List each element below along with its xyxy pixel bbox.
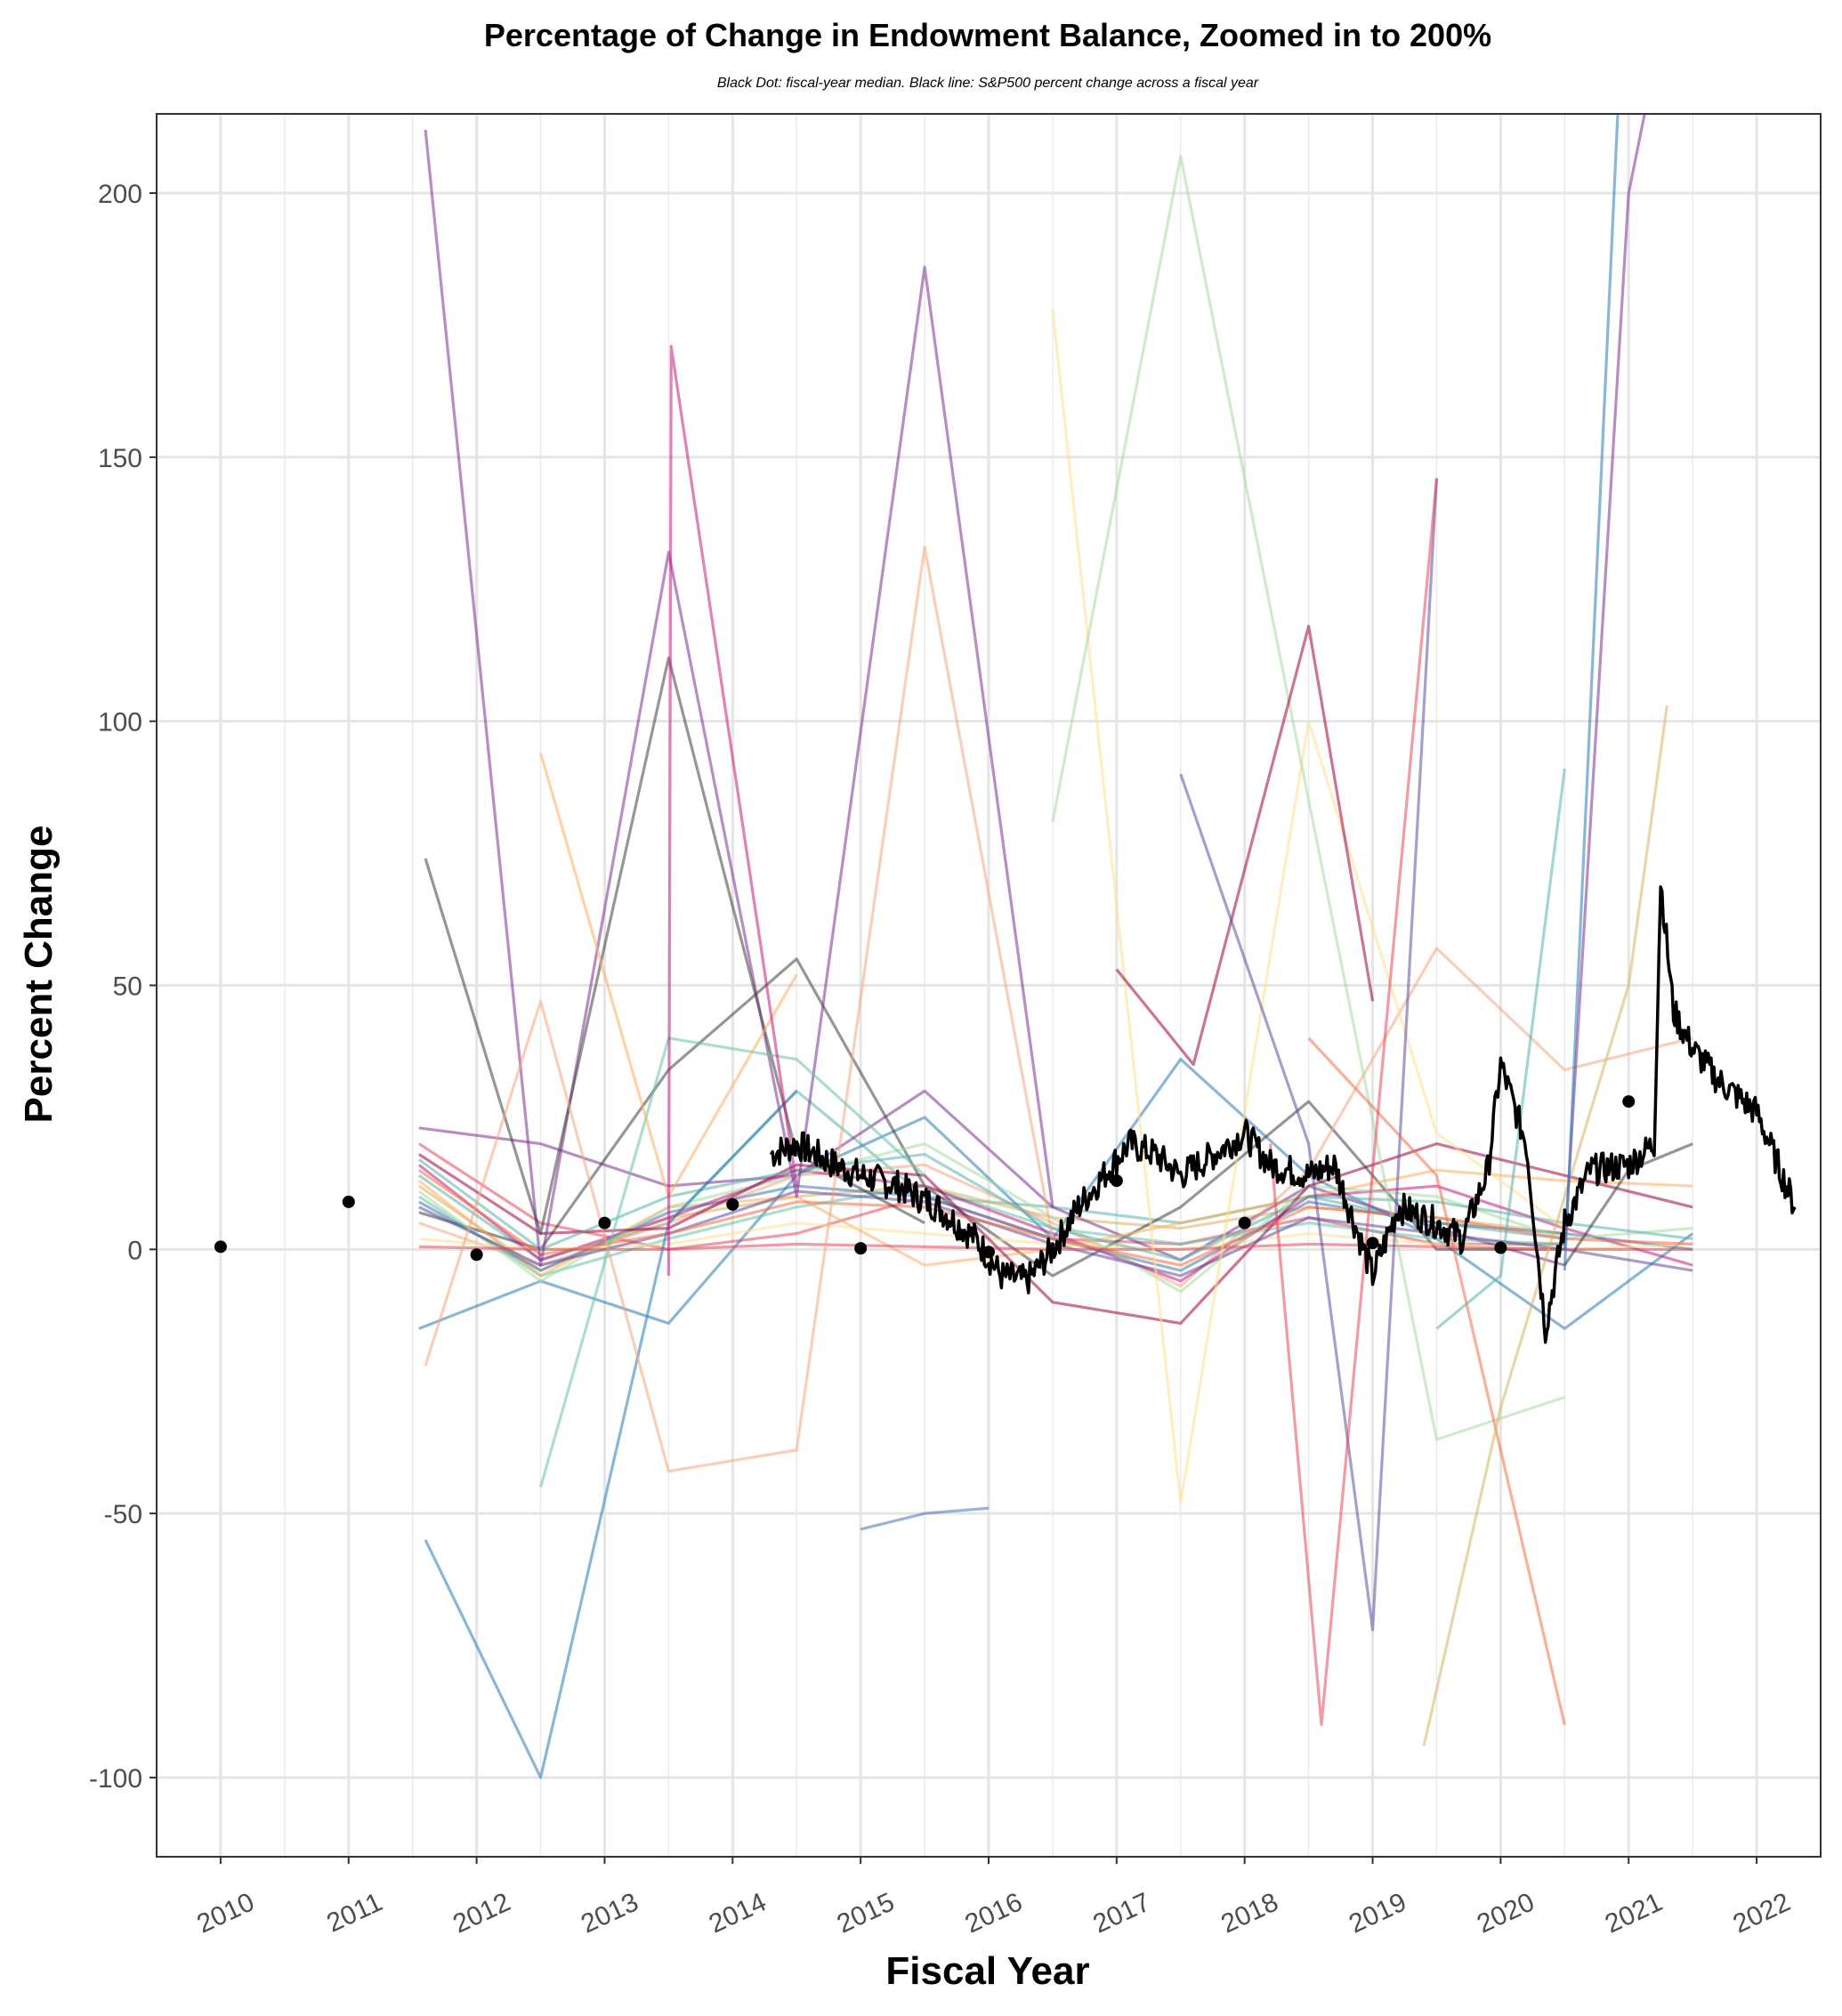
- school-spike-line: [1179, 478, 1439, 1632]
- y-axis-title: Percent Change: [17, 826, 61, 1124]
- y-tick-label: -50: [104, 1500, 142, 1529]
- x-tick-label: 2021: [1601, 1887, 1667, 1939]
- school-spike-line: [1422, 705, 1668, 1746]
- x-tick-label: 2016: [961, 1887, 1027, 1939]
- data-layer: [214, 114, 1797, 1779]
- school-spike-line: [1563, 114, 1646, 1250]
- school-spike-line: [1115, 625, 1375, 1067]
- x-tick-label: 2013: [577, 1887, 642, 1939]
- school-spike-line: [1563, 114, 1620, 1271]
- sp500-line: [769, 885, 1797, 1344]
- median-point: [470, 1248, 483, 1262]
- median-point: [1622, 1095, 1636, 1109]
- x-tick-label: 2012: [448, 1887, 514, 1939]
- y-tick-label: 100: [98, 708, 142, 738]
- school-series-line: [417, 1141, 1693, 1294]
- school-spike-line: [1051, 309, 1566, 1504]
- school-spike-line: [424, 545, 1054, 1473]
- x-tick-label: 2018: [1216, 1887, 1282, 1939]
- median-point: [1494, 1241, 1507, 1254]
- school-spike-line: [1268, 478, 1439, 1727]
- median-point: [854, 1242, 868, 1255]
- x-tick-label: 2017: [1088, 1887, 1154, 1939]
- school-spike-line: [538, 1036, 926, 1488]
- school-series-line: [418, 1141, 1693, 1326]
- school-spike-line: [424, 129, 1054, 1267]
- school-spike-line: [1051, 154, 1565, 1441]
- x-tick-label: 2015: [833, 1887, 899, 1939]
- plot-area: -100 -50 0 50 100 150 200 2010 2011 2012 2013 2014 2…: [89, 113, 1822, 1939]
- x-tick-label: 2019: [1345, 1887, 1410, 1939]
- median-point: [214, 1240, 227, 1254]
- median-point: [342, 1195, 355, 1208]
- x-axis-title: Fiscal Year: [885, 1949, 1089, 1993]
- school-spike-line: [424, 656, 925, 1236]
- y-tick-label: 50: [113, 972, 142, 1002]
- school-spike-line: [1307, 1036, 1566, 1725]
- median-point: [1110, 1174, 1123, 1188]
- school-series-line: [418, 1184, 1565, 1278]
- school-spike-line: [667, 344, 798, 1277]
- school-series-line: [418, 947, 1693, 1288]
- chart-title: Percentage of Change in Endowment Balanc…: [484, 17, 1491, 53]
- school-spike-line: [424, 1090, 798, 1779]
- x-tick-label: 2011: [322, 1887, 386, 1938]
- x-tick-label: 2022: [1729, 1887, 1795, 1939]
- x-tick-label: 2014: [705, 1887, 771, 1939]
- median-point: [726, 1198, 739, 1211]
- median-point: [598, 1216, 611, 1230]
- y-tick-label: 150: [98, 444, 142, 473]
- school-spike-line: [1435, 768, 1566, 1330]
- school-spike-line: [860, 1506, 990, 1531]
- y-tick-label: -100: [89, 1764, 142, 1794]
- x-tick-label: 2020: [1473, 1887, 1539, 1939]
- median-point: [982, 1246, 995, 1259]
- y-tick-label: 200: [98, 180, 142, 209]
- school-series-line: [417, 1152, 1693, 1262]
- median-point: [1366, 1237, 1379, 1250]
- median-point: [1238, 1216, 1251, 1230]
- chart-subtitle: Black Dot: fiscal-year median. Black lin…: [717, 76, 1259, 91]
- x-tick-label: 2010: [192, 1887, 258, 1939]
- y-tick-label: 0: [127, 1236, 142, 1265]
